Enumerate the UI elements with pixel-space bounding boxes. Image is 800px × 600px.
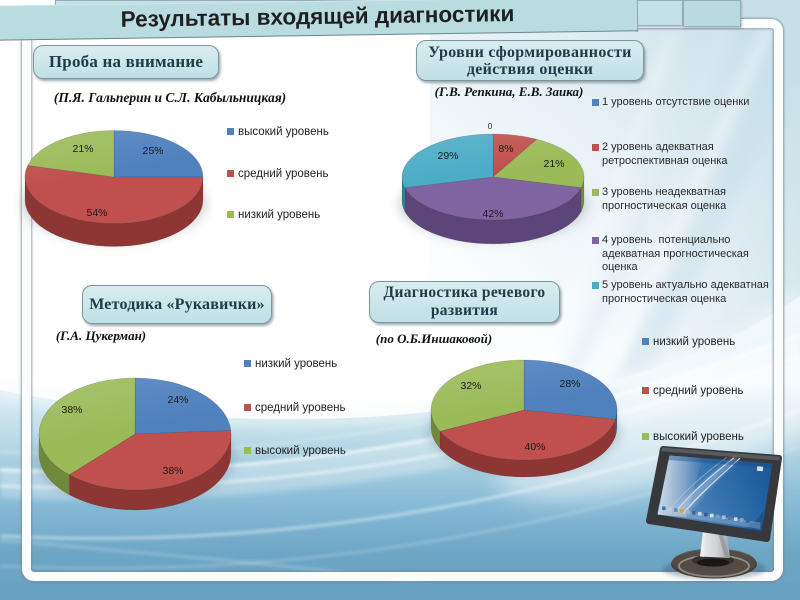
svg-text:54%: 54%	[86, 207, 107, 219]
svg-text:38%: 38%	[162, 465, 183, 477]
svg-text:24%: 24%	[167, 394, 188, 406]
svg-text:32%: 32%	[460, 380, 481, 392]
svg-text:25%: 25%	[142, 145, 163, 157]
svg-text:40%: 40%	[524, 441, 545, 453]
svg-text:21%: 21%	[543, 158, 564, 170]
svg-text:0: 0	[488, 121, 493, 131]
svg-text:21%: 21%	[72, 143, 93, 155]
svg-text:8%: 8%	[498, 143, 513, 155]
svg-text:38%: 38%	[61, 404, 82, 416]
svg-text:28%: 28%	[559, 378, 580, 390]
svg-text:29%: 29%	[437, 150, 458, 162]
svg-text:42%: 42%	[482, 208, 503, 220]
